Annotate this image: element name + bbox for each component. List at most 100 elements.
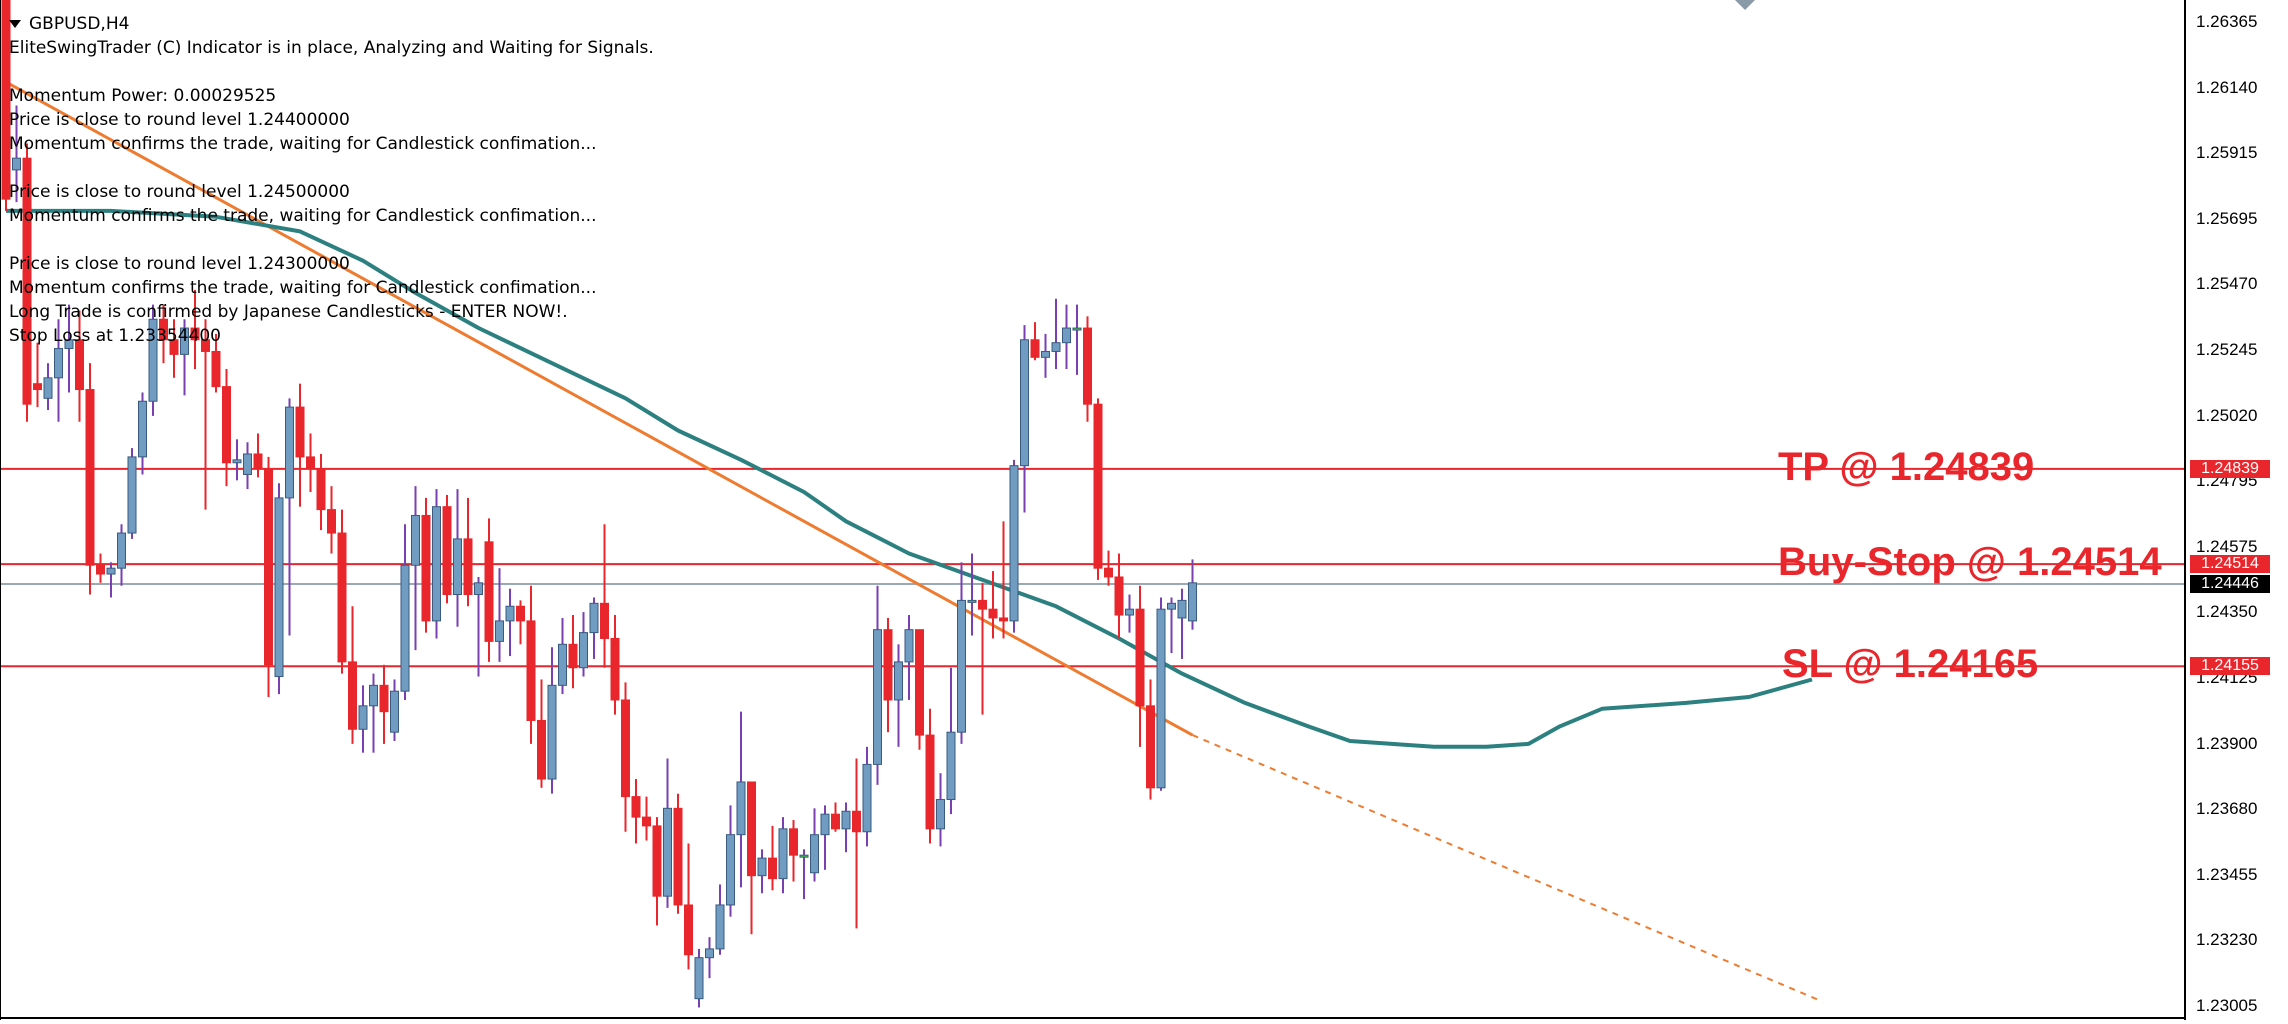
moving-average-line <box>6 208 1813 749</box>
candle-body-bear <box>85 389 95 566</box>
candle <box>547 647 557 794</box>
candle-body-bear <box>789 828 798 856</box>
info-message: Momentum confirms the trade, waiting for… <box>9 134 597 154</box>
candle-body-bull <box>180 327 189 355</box>
candle <box>1104 550 1113 586</box>
candle-body-bull <box>285 406 294 499</box>
candle-body-bull <box>705 948 714 959</box>
candle <box>631 779 641 844</box>
candle <box>978 582 987 715</box>
price-tick-label: 1.24350 <box>2196 602 2258 622</box>
candle <box>1072 304 1082 375</box>
candle-body-bear <box>337 532 347 663</box>
candle <box>673 793 683 914</box>
candle <box>715 884 725 955</box>
candle <box>274 483 284 695</box>
candle <box>1 0 11 211</box>
candle-body-bear <box>1093 403 1103 569</box>
candle <box>642 796 651 841</box>
candle-body-bear <box>852 810 861 833</box>
candle <box>558 617 567 695</box>
candle-body-bear <box>327 509 336 534</box>
candle <box>295 383 305 507</box>
candle <box>243 442 252 490</box>
trendline <box>5 80 1194 737</box>
candle <box>862 746 872 847</box>
candle <box>474 576 483 677</box>
candle <box>1167 597 1176 654</box>
candle <box>726 805 735 917</box>
candle-body-bull <box>1009 465 1019 622</box>
candle-body-bear <box>925 734 935 830</box>
candle-body-bear <box>831 813 840 830</box>
candle-body-bull <box>967 599 977 603</box>
candle <box>957 562 966 744</box>
candle <box>946 667 956 815</box>
candle <box>1083 316 1092 422</box>
candle <box>22 143 32 422</box>
candle-body-bear <box>253 453 263 470</box>
candle <box>579 612 588 677</box>
candle <box>1093 398 1103 580</box>
candle <box>915 629 924 750</box>
candle-body-bull <box>862 763 872 833</box>
candle-body-bull <box>778 828 788 880</box>
candle <box>117 524 126 586</box>
candle <box>768 825 777 891</box>
candle <box>1125 594 1134 633</box>
candle <box>285 398 294 636</box>
price-tick-label: 1.24575 <box>2196 536 2258 556</box>
chart-shift-marker[interactable] <box>1735 0 1755 10</box>
candle-body-bull <box>1188 582 1197 622</box>
candle <box>1156 597 1166 791</box>
candle-body-bull <box>1020 339 1029 467</box>
candle-body-bear <box>673 807 683 906</box>
candle-body-bull <box>726 834 735 906</box>
candle <box>747 781 756 935</box>
candle <box>810 808 819 882</box>
candle <box>894 644 903 747</box>
info-message: Price is close to round level 1.24300000 <box>9 254 350 274</box>
candle-body-bull <box>904 629 914 663</box>
candle <box>1146 679 1155 800</box>
candle-body-bear <box>1083 327 1092 405</box>
candle <box>64 304 74 393</box>
candle <box>883 617 893 733</box>
price-tag-buy-stop: 1.24514 <box>2190 555 2270 574</box>
candle <box>799 849 809 900</box>
candle-body-bull <box>663 807 672 897</box>
candle <box>663 758 672 908</box>
candle-body-bull <box>12 157 21 171</box>
info-message: Momentum confirms the trade, waiting for… <box>9 278 597 298</box>
candle-body-bull <box>715 904 725 950</box>
price-tick-label: 1.26140 <box>2196 77 2258 97</box>
candle-body-bull <box>369 684 378 707</box>
price-tick-label: 1.23455 <box>2196 864 2258 884</box>
message-spacer <box>9 228 654 252</box>
candle <box>1177 588 1187 659</box>
candle <box>621 682 630 832</box>
candle-body-bear <box>526 620 536 721</box>
candle-body-bull <box>453 538 462 596</box>
candle-body-bull <box>1041 350 1050 358</box>
dropdown-triangle-icon[interactable] <box>9 20 21 28</box>
candle-body-bull <box>1167 602 1176 610</box>
candle-body-bull <box>873 629 882 765</box>
candle-body-bear <box>600 602 609 639</box>
candle-body-bull <box>894 661 903 701</box>
candle-body-bull <box>106 567 116 575</box>
candle-body-bull <box>400 564 410 692</box>
candle <box>1041 333 1050 378</box>
candle-body-bull <box>936 799 945 830</box>
candle-body-bull <box>232 459 242 464</box>
candle <box>694 948 704 1008</box>
price-tick-label: 1.23230 <box>2196 930 2258 950</box>
candle-body-bear <box>999 617 1008 622</box>
candle-body-bear <box>421 514 431 622</box>
candle-body-bull <box>694 957 704 1000</box>
candle-body-bear <box>768 857 777 880</box>
candle <box>190 289 200 370</box>
symbol-header[interactable]: GBPUSD,H4 <box>9 12 654 36</box>
